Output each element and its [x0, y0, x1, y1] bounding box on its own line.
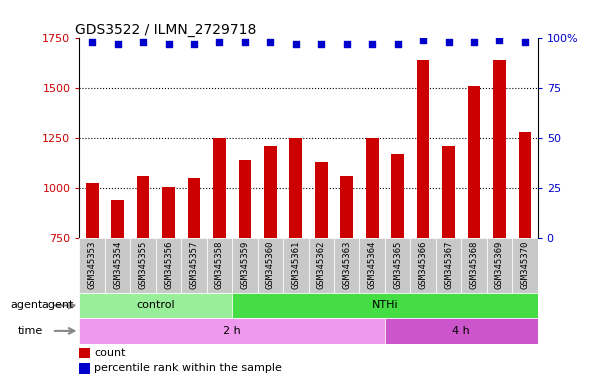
Point — [316, 41, 326, 48]
Bar — [79, 363, 90, 374]
Text: GSM345367: GSM345367 — [444, 241, 453, 290]
Point — [240, 39, 250, 45]
Bar — [283, 238, 309, 293]
Bar — [334, 238, 359, 293]
Bar — [436, 238, 461, 293]
Bar — [290, 138, 302, 238]
Bar — [366, 138, 379, 238]
Point — [112, 41, 122, 48]
Text: GSM345362: GSM345362 — [316, 241, 326, 290]
Bar — [512, 238, 538, 293]
Bar — [162, 187, 175, 238]
Text: GSM345369: GSM345369 — [495, 241, 504, 290]
Text: GSM345354: GSM345354 — [113, 241, 122, 290]
Text: GSM345361: GSM345361 — [291, 241, 301, 290]
Bar — [359, 238, 385, 293]
Bar — [79, 238, 105, 293]
Point — [418, 37, 428, 43]
Point — [291, 41, 301, 48]
Text: 2 h: 2 h — [223, 326, 241, 336]
Bar — [181, 238, 207, 293]
Bar — [130, 238, 156, 293]
Text: GSM345353: GSM345353 — [87, 241, 97, 290]
Text: GSM345357: GSM345357 — [189, 241, 199, 290]
Bar — [258, 238, 283, 293]
Text: GSM345358: GSM345358 — [215, 241, 224, 290]
Bar — [442, 146, 455, 238]
Bar — [79, 318, 385, 344]
Bar — [487, 238, 512, 293]
Bar — [385, 238, 411, 293]
Point — [520, 39, 530, 45]
Bar — [156, 238, 181, 293]
Bar — [86, 183, 98, 238]
Text: 4 h: 4 h — [452, 326, 470, 336]
Bar — [238, 160, 251, 238]
Bar — [417, 60, 430, 238]
Bar — [264, 146, 277, 238]
Text: control: control — [136, 300, 175, 311]
Text: GSM345364: GSM345364 — [368, 241, 377, 290]
Point — [164, 41, 174, 48]
Bar — [207, 238, 232, 293]
Bar — [467, 86, 480, 238]
Text: agent: agent — [41, 300, 73, 311]
Text: count: count — [94, 348, 126, 358]
Point — [214, 39, 224, 45]
Text: GSM345355: GSM345355 — [139, 241, 148, 290]
Text: NTHi: NTHi — [371, 300, 398, 311]
Bar — [79, 348, 90, 358]
Bar — [105, 238, 130, 293]
Point — [444, 39, 453, 45]
Bar — [79, 293, 232, 318]
Point — [367, 41, 377, 48]
Point — [265, 39, 275, 45]
Bar — [340, 176, 353, 238]
Bar — [111, 200, 124, 238]
Bar — [137, 176, 150, 238]
Bar — [391, 154, 404, 238]
Text: GSM345370: GSM345370 — [521, 241, 530, 290]
Text: GSM345359: GSM345359 — [240, 241, 249, 290]
Bar — [232, 238, 258, 293]
Bar — [411, 238, 436, 293]
Point — [342, 41, 351, 48]
Text: GSM345366: GSM345366 — [419, 241, 428, 290]
Point — [138, 39, 148, 45]
Text: time: time — [18, 326, 43, 336]
Point — [495, 37, 505, 43]
Bar — [213, 138, 226, 238]
Text: GSM345363: GSM345363 — [342, 241, 351, 290]
Bar — [461, 238, 487, 293]
Bar — [232, 293, 538, 318]
Point — [189, 41, 199, 48]
Bar — [385, 318, 538, 344]
Text: GSM345360: GSM345360 — [266, 241, 275, 290]
Point — [87, 39, 97, 45]
Text: GSM345356: GSM345356 — [164, 241, 173, 290]
Text: agent: agent — [10, 300, 43, 311]
Bar — [493, 60, 506, 238]
Text: GSM345365: GSM345365 — [393, 241, 402, 290]
Point — [393, 41, 403, 48]
Text: GSM345368: GSM345368 — [469, 241, 478, 290]
Bar — [188, 178, 200, 238]
Text: percentile rank within the sample: percentile rank within the sample — [94, 364, 282, 374]
Text: GDS3522 / ILMN_2729718: GDS3522 / ILMN_2729718 — [75, 23, 256, 37]
Bar — [315, 162, 327, 238]
Bar — [519, 132, 532, 238]
Bar — [309, 238, 334, 293]
Point — [469, 39, 479, 45]
